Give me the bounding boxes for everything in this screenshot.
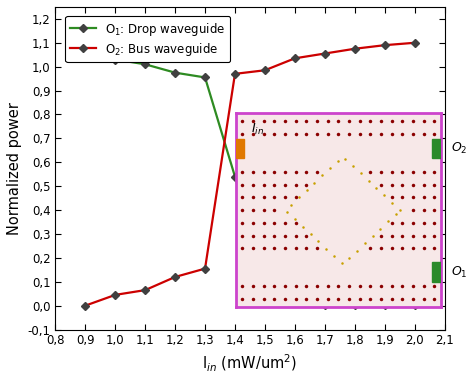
X-axis label: I$_{in}$ (mW/um$^2$): I$_{in}$ (mW/um$^2$) [202, 353, 298, 374]
O$_1$: Drop waveguide: (1.6, 0.075): Drop waveguide: (1.6, 0.075) [292, 285, 298, 290]
O$_1$: Drop waveguide: (1.7, 0.002): Drop waveguide: (1.7, 0.002) [322, 303, 328, 307]
O$_1$: Drop waveguide: (1.4, 0.54): Drop waveguide: (1.4, 0.54) [232, 174, 238, 179]
O$_2$: Bus waveguide: (1.5, 0.985): Bus waveguide: (1.5, 0.985) [262, 68, 268, 72]
O$_1$: Drop waveguide: (1.9, 0.002): Drop waveguide: (1.9, 0.002) [382, 303, 387, 307]
O$_1$: Drop waveguide: (1.2, 0.975): Drop waveguide: (1.2, 0.975) [172, 70, 178, 75]
O$_2$: Bus waveguide: (0.9, 0): Bus waveguide: (0.9, 0) [82, 303, 88, 308]
O$_1$: Drop waveguide: (1.5, 0.1): Drop waveguide: (1.5, 0.1) [262, 279, 268, 284]
O$_2$: Bus waveguide: (1.6, 1.03): Bus waveguide: (1.6, 1.03) [292, 56, 298, 61]
O$_1$: Drop waveguide: (0.9, 1.05): Drop waveguide: (0.9, 1.05) [82, 53, 88, 57]
O$_1$: Drop waveguide: (1.8, 0.002): Drop waveguide: (1.8, 0.002) [352, 303, 357, 307]
O$_2$: Bus waveguide: (1.8, 1.07): Bus waveguide: (1.8, 1.07) [352, 46, 357, 51]
O$_2$: Bus waveguide: (1.7, 1.05): Bus waveguide: (1.7, 1.05) [322, 51, 328, 56]
Line: O$_1$: Drop waveguide: O$_1$: Drop waveguide [82, 51, 418, 308]
O$_2$: Bus waveguide: (1.3, 0.155): Bus waveguide: (1.3, 0.155) [202, 266, 208, 271]
O$_1$: Drop waveguide: (1, 1.03): Drop waveguide: (1, 1.03) [112, 57, 118, 62]
Line: O$_2$: Bus waveguide: O$_2$: Bus waveguide [82, 40, 418, 309]
Legend: O$_1$: Drop waveguide, O$_2$: Bus waveguide: O$_1$: Drop waveguide, O$_2$: Bus wavegu… [65, 16, 230, 62]
O$_2$: Bus waveguide: (1.2, 0.12): Bus waveguide: (1.2, 0.12) [172, 275, 178, 279]
O$_1$: Drop waveguide: (2, 0.002): Drop waveguide: (2, 0.002) [412, 303, 418, 307]
O$_2$: Bus waveguide: (1.1, 0.065): Bus waveguide: (1.1, 0.065) [142, 288, 148, 292]
O$_1$: Drop waveguide: (1.1, 1.01): Drop waveguide: (1.1, 1.01) [142, 62, 148, 67]
O$_2$: Bus waveguide: (1.9, 1.09): Bus waveguide: (1.9, 1.09) [382, 43, 387, 48]
O$_2$: Bus waveguide: (1.4, 0.97): Bus waveguide: (1.4, 0.97) [232, 72, 238, 76]
O$_2$: Bus waveguide: (2, 1.1): Bus waveguide: (2, 1.1) [412, 40, 418, 45]
O$_2$: Bus waveguide: (1, 0.045): Bus waveguide: (1, 0.045) [112, 293, 118, 297]
O$_1$: Drop waveguide: (1.3, 0.955): Drop waveguide: (1.3, 0.955) [202, 75, 208, 80]
Y-axis label: Normalized power: Normalized power [7, 102, 22, 235]
